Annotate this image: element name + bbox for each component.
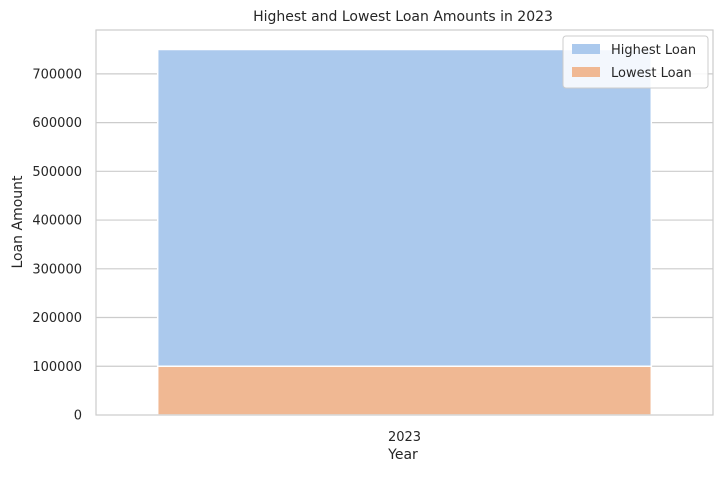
y-tick-label: 400000 xyxy=(32,214,82,229)
y-tick-label: 100000 xyxy=(32,360,82,375)
bars xyxy=(156,48,653,416)
bar-lowest-2023 xyxy=(156,365,653,416)
y-tick-label: 500000 xyxy=(32,165,82,180)
legend-label-highest: Highest Loan xyxy=(611,43,696,58)
x-tick-label: 2023 xyxy=(388,430,421,445)
legend-label-lowest: Lowest Loan xyxy=(611,66,692,81)
legend-swatch-lowest xyxy=(572,67,600,77)
bar-highest-2023 xyxy=(156,48,653,416)
y-tick-label: 300000 xyxy=(32,262,82,277)
plot-frame xyxy=(95,29,714,416)
x-axis-label: Year xyxy=(387,447,418,463)
x-tick-labels: 2023 xyxy=(388,430,421,445)
y-tick-labels: 0 100000 200000 300000 400000 500000 600000 700… xyxy=(32,67,82,423)
y-tick-label: 700000 xyxy=(32,67,82,82)
y-tick-label: 200000 xyxy=(32,311,82,326)
y-axis-label: Loan Amount xyxy=(10,175,26,269)
y-tick-label: 0 xyxy=(74,409,82,424)
y-tick-label: 600000 xyxy=(32,116,82,131)
legend-swatch-highest xyxy=(572,44,600,54)
chart-title: Highest and Lowest Loan Amounts in 2023 xyxy=(253,9,553,25)
legend: Highest Loan Lowest Loan xyxy=(562,35,709,89)
